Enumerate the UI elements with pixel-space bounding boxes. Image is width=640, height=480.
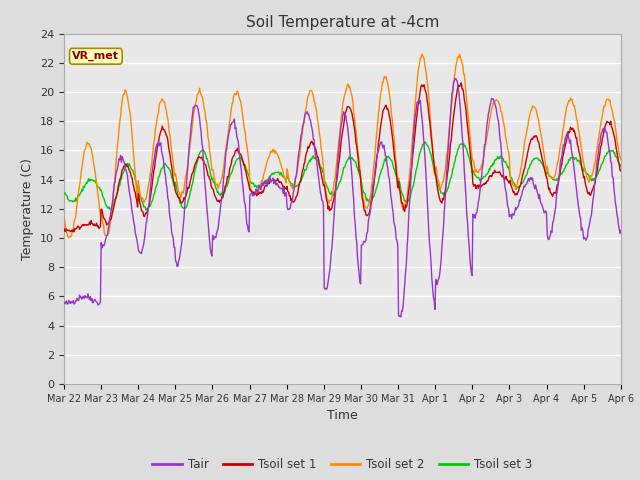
X-axis label: Time: Time [327, 409, 358, 422]
Title: Soil Temperature at -4cm: Soil Temperature at -4cm [246, 15, 439, 30]
Legend: Tair, Tsoil set 1, Tsoil set 2, Tsoil set 3: Tair, Tsoil set 1, Tsoil set 2, Tsoil se… [148, 454, 537, 476]
Y-axis label: Temperature (C): Temperature (C) [22, 158, 35, 260]
Text: VR_met: VR_met [72, 51, 119, 61]
